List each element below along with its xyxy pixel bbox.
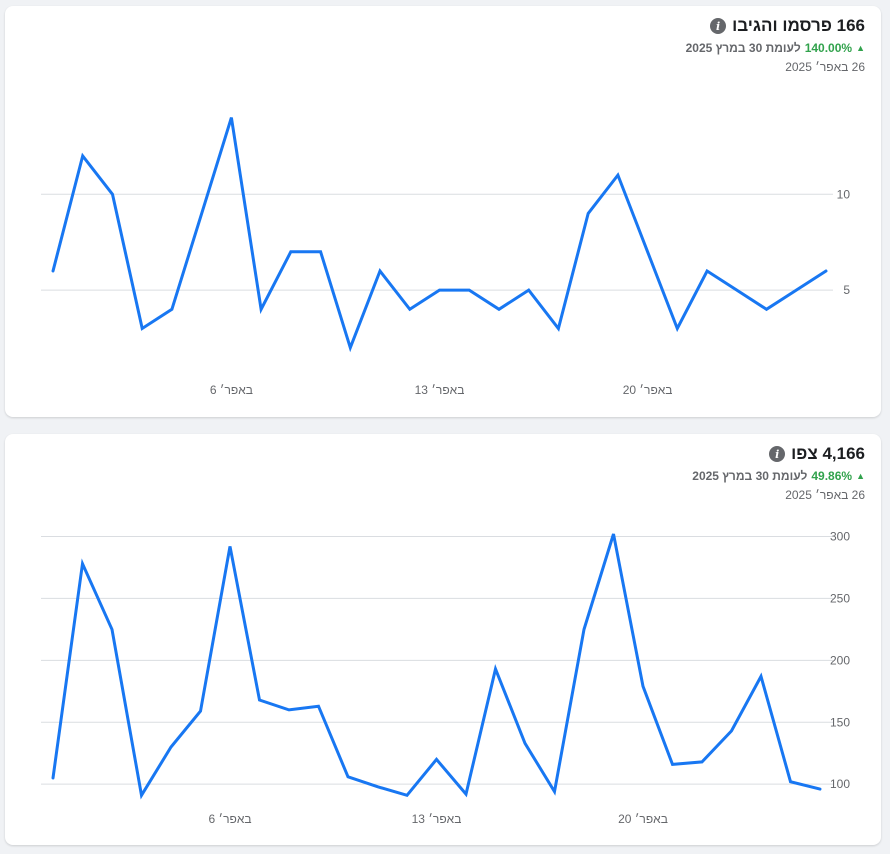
card-title: 4,166 צפו <box>791 444 865 463</box>
viewed-line-chart: 100 150 200 250 300 6 באפר׳ 13 באפר׳ 20 באפר׳ <box>41 529 850 826</box>
delta-row: ▲ 140.00% לעומת 30 במרץ 2025 <box>686 41 865 55</box>
x-tick-label: 6 באפר׳ <box>208 812 251 826</box>
card-title: 166 פרסמו והגיבו <box>732 16 865 35</box>
viewed-card: 4,166 צפו i ▲ 49.86% לעומת 30 במרץ 2025 … <box>5 434 881 845</box>
delta-percent: 140.00% <box>804 41 853 55</box>
posted-and-reacted-card: 166 פרסמו והגיבו i ▲ 140.00% לעומת 30 במ… <box>5 6 881 417</box>
y-tick-label: 200 <box>830 653 850 667</box>
x-tick-label: 13 באפר׳ <box>412 812 462 826</box>
card-header: 166 פרסמו והגיבו i ▲ 140.00% לעומת 30 במ… <box>686 16 865 74</box>
x-tick-label: 13 באפר׳ <box>415 383 465 397</box>
y-tick-label: 150 <box>830 715 850 729</box>
card-header: 4,166 צפו i ▲ 49.86% לעומת 30 במרץ 2025 … <box>692 444 865 502</box>
x-tick-label: 20 באפר׳ <box>623 383 673 397</box>
info-icon[interactable]: i <box>769 446 786 462</box>
arrow-up-icon: ▲ <box>856 471 865 481</box>
y-tick-label: 100 <box>830 777 850 791</box>
card-date: 26 באפר׳ 2025 <box>785 488 865 502</box>
delta-row: ▲ 49.86% לעומת 30 במרץ 2025 <box>692 469 865 483</box>
y-tick-label: 10 <box>837 187 851 201</box>
series-line[interactable] <box>51 533 822 800</box>
delta-comparison: לעומת 30 במרץ 2025 <box>692 469 808 483</box>
card-date: 26 באפר׳ 2025 <box>785 60 865 74</box>
posted-reacted-line-chart: 5 10 6 באפר׳ 13 באפר׳ 20 באפר׳ <box>41 117 851 397</box>
y-tick-label: 5 <box>843 283 850 297</box>
y-tick-label: 300 <box>830 529 850 543</box>
y-tick-label: 250 <box>830 591 850 605</box>
delta-percent: 49.86% <box>811 469 853 483</box>
series-line[interactable] <box>51 117 828 353</box>
x-tick-label: 6 באפר׳ <box>210 383 253 397</box>
x-tick-label: 20 באפר׳ <box>618 812 668 826</box>
info-icon[interactable]: i <box>710 18 727 34</box>
delta-comparison: לעומת 30 במרץ 2025 <box>685 41 801 55</box>
arrow-up-icon: ▲ <box>856 43 865 53</box>
